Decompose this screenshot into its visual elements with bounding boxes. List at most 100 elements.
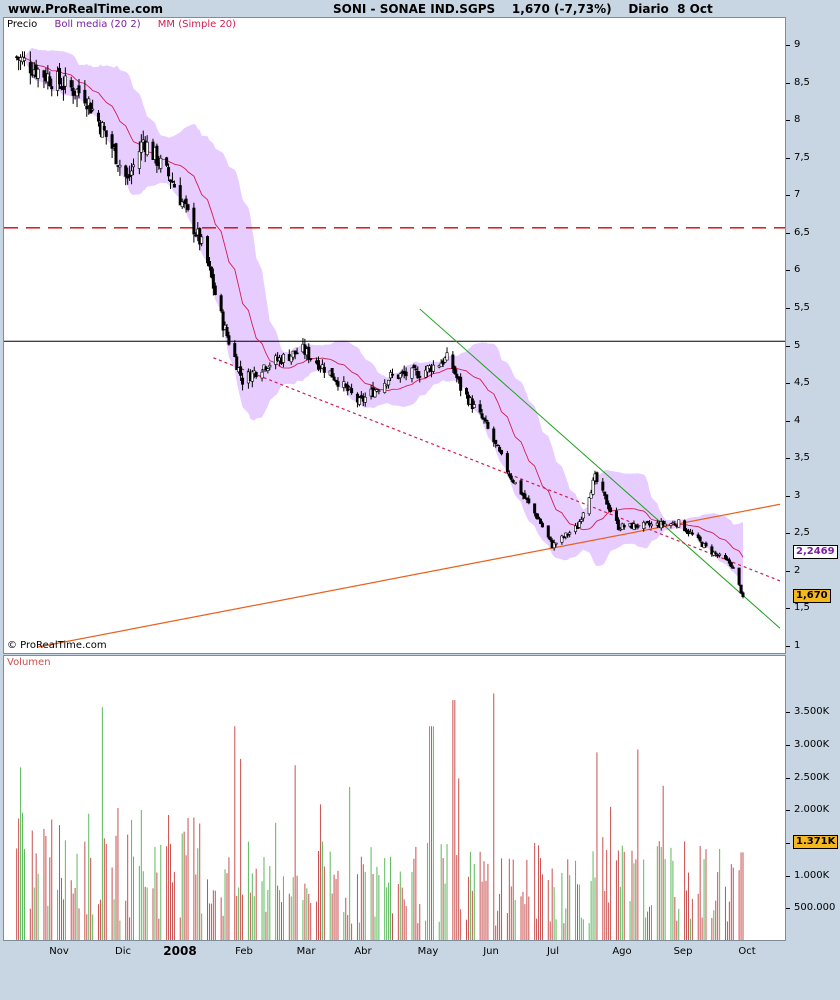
candle-body — [124, 165, 128, 177]
candle-body — [527, 498, 531, 504]
candle-body — [494, 439, 498, 444]
candle-body — [63, 75, 67, 87]
candle-body — [207, 261, 211, 267]
candle-body — [412, 365, 416, 369]
y-tick-label: 4 — [786, 415, 840, 427]
volume-chart-svg — [16, 693, 744, 940]
y-tick-label: 2,5 — [786, 527, 840, 539]
volume-panel[interactable]: Volumen — [3, 655, 786, 941]
price-panel[interactable]: Precio Boll media (20 2) MM (Simple 20) … — [3, 17, 786, 654]
candle-body — [513, 481, 517, 485]
sma-line — [16, 57, 744, 558]
candle-body — [439, 362, 443, 367]
candle-body — [546, 525, 550, 538]
x-tick-label: Jul — [546, 946, 560, 957]
candle-body — [470, 398, 474, 410]
x-tick-label: Abr — [354, 946, 372, 957]
y-tick-label: 1,5 — [786, 602, 840, 614]
candles — [15, 51, 745, 599]
legend-price: Precio — [7, 19, 38, 30]
candle-body — [478, 404, 482, 413]
candle-body — [523, 493, 527, 499]
y-tick-label: 9 — [786, 39, 840, 51]
candle-body — [377, 390, 381, 392]
candle-body — [118, 164, 122, 168]
candle-body — [170, 180, 174, 183]
candle-body — [387, 379, 391, 386]
candle-body — [464, 388, 468, 395]
candle-body — [250, 371, 254, 382]
bollinger-band — [16, 47, 743, 593]
candle-body — [562, 536, 566, 539]
candle-body — [677, 519, 681, 528]
y-tick-label: 6 — [786, 264, 840, 276]
candle-body — [616, 519, 620, 530]
candle-body — [110, 134, 114, 149]
candle-body — [548, 536, 552, 541]
candle-body — [737, 567, 741, 585]
candle-body — [373, 389, 377, 398]
y-tick-label: 3 — [786, 490, 840, 502]
candle-body — [167, 167, 171, 177]
candle-body — [61, 85, 65, 90]
candle-body — [200, 236, 204, 244]
candle-body — [309, 358, 313, 360]
candle-body — [390, 373, 394, 376]
boll-mid-tag: 2,2469 — [793, 545, 838, 559]
candle-body — [89, 102, 93, 114]
legend-bollinger: Boll media (20 2) — [54, 19, 141, 30]
candle-body — [445, 352, 449, 361]
candle-body — [332, 376, 336, 381]
candle-body — [235, 356, 239, 370]
candle-body — [642, 522, 646, 529]
candle-body — [718, 553, 722, 556]
x-tick-label: 2008 — [163, 944, 197, 958]
candle-body — [48, 76, 52, 86]
last-price-tag: 1,670 — [793, 589, 831, 603]
x-tick-label: Ago — [612, 946, 632, 957]
candle-body — [130, 170, 134, 176]
candle-body — [132, 164, 136, 168]
candle-body — [636, 526, 640, 528]
chart-header: www.ProRealTime.com SONI - SONAE IND.SGP… — [0, 0, 840, 18]
candle-body — [537, 516, 541, 520]
candle-body — [741, 592, 745, 597]
candle-body — [511, 480, 515, 483]
candle-body — [194, 234, 198, 237]
candle-body — [211, 274, 215, 289]
candle-body — [241, 377, 245, 385]
candle-body — [225, 326, 229, 337]
uptrend-line — [37, 503, 781, 648]
candle-body — [268, 365, 272, 368]
candle-body — [509, 475, 513, 480]
candle-body — [239, 366, 243, 376]
candle-body — [729, 562, 733, 567]
volume-tick-label: 3.000K — [786, 739, 840, 751]
candle-body — [169, 179, 173, 182]
candle-body — [535, 513, 539, 519]
candle-body — [91, 108, 95, 111]
candle-body — [87, 98, 91, 106]
candle-body — [363, 396, 367, 403]
candle-body — [104, 130, 108, 137]
candle-body — [260, 371, 264, 379]
candle-body — [603, 491, 607, 496]
candle-body — [198, 228, 202, 245]
y-tick-label: 8,5 — [786, 77, 840, 89]
candle-body — [58, 67, 62, 85]
candle-body — [431, 364, 435, 372]
candle-body — [646, 521, 650, 523]
candle-body — [577, 521, 581, 528]
candle-body — [725, 558, 729, 561]
candle-body — [317, 360, 321, 370]
candle-body — [704, 542, 708, 547]
candle-body — [482, 417, 486, 420]
price-y-axis: 1 1,5 2 2,5 3 3,5 4 4,5 5 5,5 6 6,5 7 7,5 8 8,5 9 — [786, 17, 840, 654]
candle-body — [671, 522, 675, 525]
candle-body — [595, 472, 599, 483]
candle-body — [357, 397, 361, 405]
candle-body — [96, 112, 100, 122]
candle-body — [579, 519, 583, 522]
chart-title: SONI - SONAE IND.SGPS 1,670 (-7,73%) Dia… — [333, 2, 713, 16]
candle-body — [538, 518, 542, 524]
